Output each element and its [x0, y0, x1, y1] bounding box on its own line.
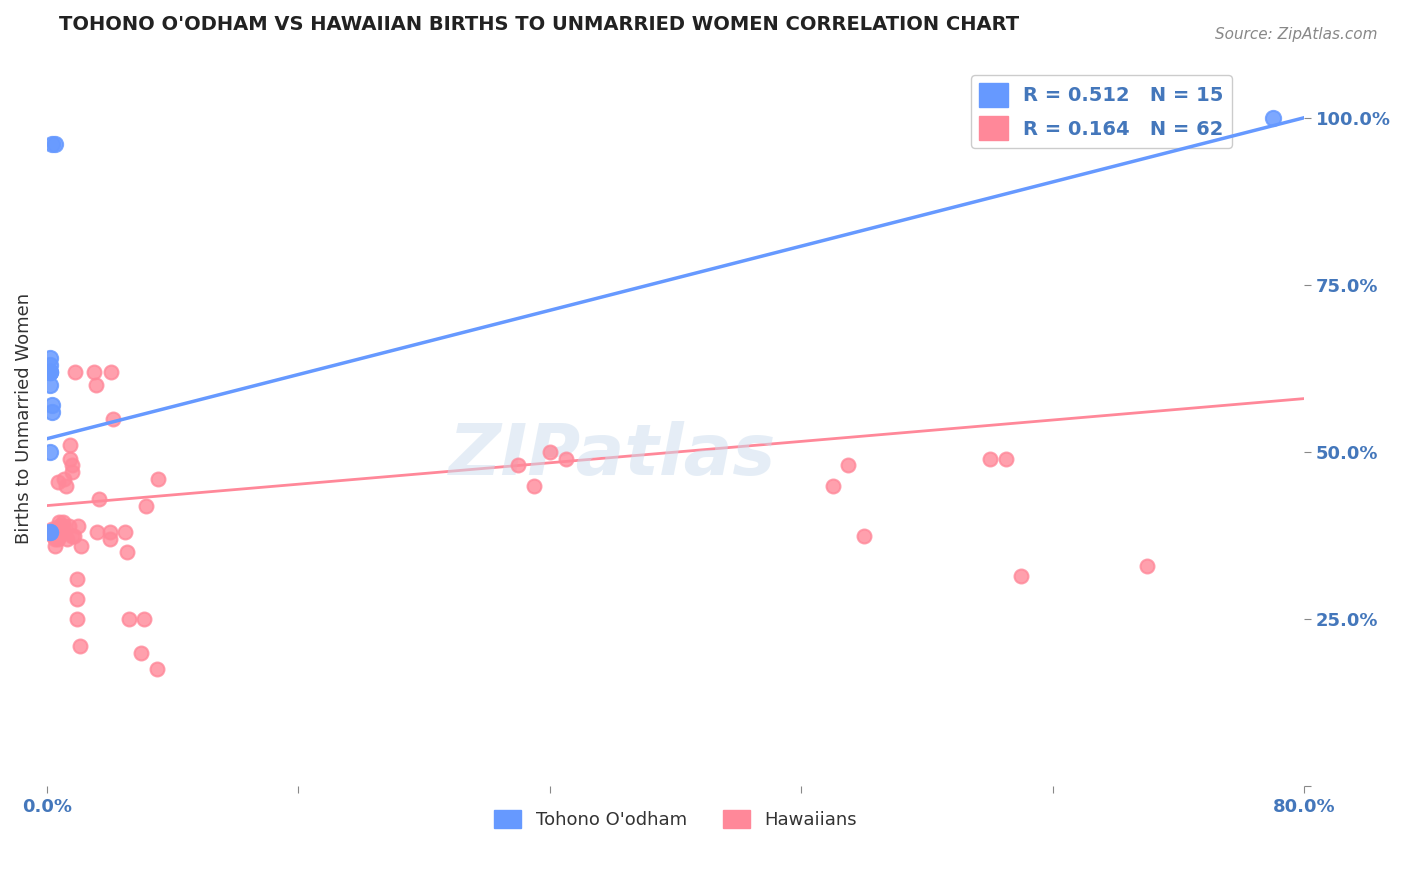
- Text: TOHONO O'ODHAM VS HAWAIIAN BIRTHS TO UNMARRIED WOMEN CORRELATION CHART: TOHONO O'ODHAM VS HAWAIIAN BIRTHS TO UNM…: [59, 15, 1019, 34]
- Point: [117, 612, 139, 626]
- Point: [39, 365, 62, 379]
- Point: [148, 472, 170, 486]
- Point: [69, 639, 91, 653]
- Point: [55, 478, 77, 492]
- Point: [114, 525, 136, 540]
- Point: [48, 516, 70, 530]
- Point: [45, 529, 67, 543]
- Point: [134, 612, 156, 626]
- Point: [508, 458, 530, 473]
- Point: [48, 529, 70, 543]
- Point: [39, 365, 62, 379]
- Text: Source: ZipAtlas.com: Source: ZipAtlas.com: [1215, 27, 1378, 42]
- Point: [60, 465, 83, 479]
- Point: [98, 532, 121, 546]
- Point: [979, 111, 1001, 125]
- Point: [979, 451, 1001, 466]
- Point: [86, 525, 108, 540]
- Point: [41, 398, 63, 412]
- Point: [58, 518, 80, 533]
- Point: [523, 478, 546, 492]
- Legend: Tohono O'odham, Hawaiians: Tohono O'odham, Hawaiians: [486, 803, 865, 837]
- Point: [115, 545, 138, 559]
- Point: [98, 525, 121, 540]
- Text: ZIPatlas: ZIPatlas: [449, 421, 776, 490]
- Point: [52, 525, 75, 540]
- Point: [39, 445, 62, 459]
- Point: [83, 365, 105, 379]
- Point: [66, 572, 89, 586]
- Y-axis label: Births to Unmarried Women: Births to Unmarried Women: [15, 293, 32, 544]
- Point: [994, 451, 1017, 466]
- Point: [146, 662, 169, 676]
- Point: [853, 529, 876, 543]
- Point: [538, 445, 561, 459]
- Point: [45, 525, 67, 540]
- Point: [52, 518, 75, 533]
- Point: [39, 365, 62, 379]
- Point: [821, 478, 844, 492]
- Point: [66, 612, 89, 626]
- Point: [49, 525, 72, 540]
- Point: [100, 365, 122, 379]
- Point: [59, 451, 82, 466]
- Point: [59, 438, 82, 452]
- Point: [60, 458, 83, 473]
- Point: [60, 529, 83, 543]
- Point: [1136, 558, 1159, 573]
- Point: [135, 499, 157, 513]
- Point: [63, 365, 86, 379]
- Point: [42, 529, 65, 543]
- Point: [1010, 569, 1032, 583]
- Point: [39, 378, 62, 392]
- Point: [67, 518, 90, 533]
- Point: [129, 646, 152, 660]
- Point: [46, 532, 69, 546]
- Point: [62, 529, 84, 543]
- Point: [70, 539, 93, 553]
- Point: [44, 525, 66, 540]
- Point: [48, 518, 70, 533]
- Point: [101, 411, 124, 425]
- Point: [554, 451, 576, 466]
- Point: [46, 525, 69, 540]
- Point: [56, 532, 79, 546]
- Point: [44, 539, 66, 553]
- Point: [44, 532, 66, 546]
- Point: [49, 518, 72, 533]
- Point: [41, 522, 63, 536]
- Point: [46, 475, 69, 490]
- Point: [39, 351, 62, 366]
- Point: [44, 137, 66, 152]
- Point: [1261, 111, 1284, 125]
- Point: [66, 592, 89, 607]
- Point: [39, 525, 62, 540]
- Point: [41, 137, 63, 152]
- Point: [837, 458, 859, 473]
- Point: [87, 491, 110, 506]
- Point: [52, 516, 75, 530]
- Point: [53, 472, 76, 486]
- Point: [84, 378, 107, 392]
- Point: [41, 405, 63, 419]
- Point: [39, 525, 62, 540]
- Point: [39, 358, 62, 372]
